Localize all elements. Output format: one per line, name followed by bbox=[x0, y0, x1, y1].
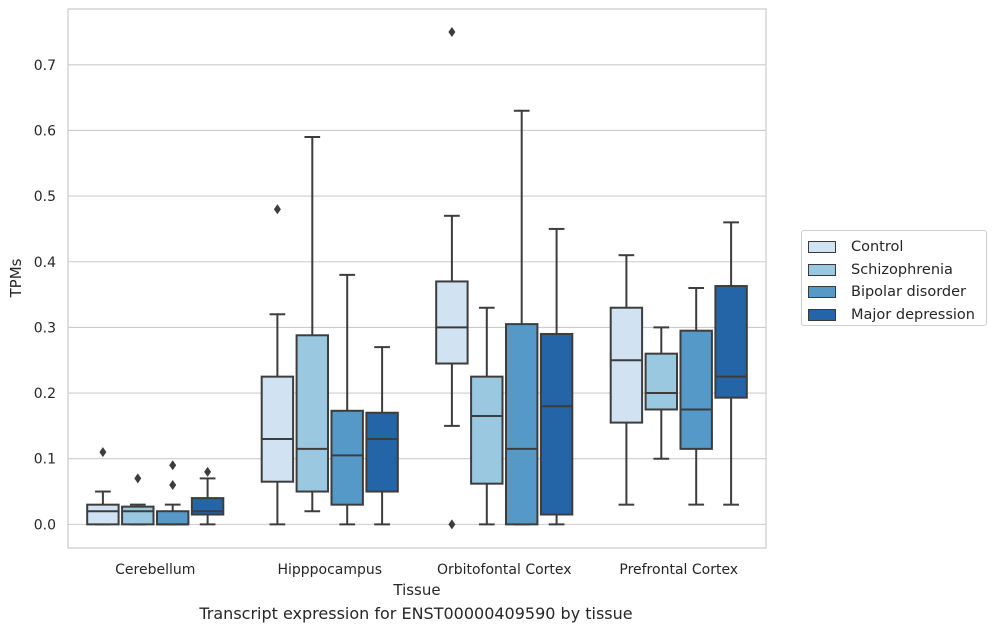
y-tick-labels: 0.0 0.1 0.2 0.3 0.4 0.5 0.6 0.7 bbox=[34, 58, 56, 534]
legend-swatch-schizophrenia bbox=[808, 263, 836, 276]
x-tick-label: Prefrontal Cortex bbox=[619, 562, 738, 578]
legend-label-schizophrenia: Schizophrenia bbox=[851, 261, 953, 278]
x-tick-label: Cerebellum bbox=[115, 562, 195, 578]
figure-caption: Transcript expression for ENST0000040959… bbox=[199, 604, 633, 623]
outlier-point bbox=[99, 447, 107, 458]
box bbox=[470, 375, 504, 485]
legend-item-bipolar-disorder: Bipolar disorder bbox=[808, 281, 986, 304]
y-tick-label: 0.7 bbox=[34, 58, 56, 74]
outlier-point bbox=[448, 26, 456, 37]
box bbox=[714, 285, 748, 399]
legend-item-major-depression: Major depression bbox=[808, 304, 986, 327]
outlier-point bbox=[204, 466, 212, 477]
legend-label-bipolar-disorder: Bipolar disorder bbox=[851, 284, 966, 301]
legend-label-major-depression: Major depression bbox=[851, 306, 975, 323]
box bbox=[121, 505, 155, 526]
legend-label-control: Control bbox=[851, 239, 904, 256]
x-tick-labels: Cerebellum Hipppocampus Orbitofontal Corte… bbox=[115, 562, 738, 578]
x-tick-label: Hipppocampus bbox=[277, 562, 382, 578]
outlier-point bbox=[273, 204, 281, 215]
y-tick-label: 0.6 bbox=[34, 123, 56, 139]
y-tick-label: 0.0 bbox=[34, 517, 56, 533]
y-tick-label: 0.4 bbox=[34, 255, 56, 271]
y-tick-label: 0.2 bbox=[34, 386, 56, 402]
box bbox=[86, 503, 120, 526]
legend-swatch-control bbox=[808, 241, 836, 254]
y-tick-label: 0.5 bbox=[34, 189, 56, 205]
box-series bbox=[86, 26, 748, 530]
legend-item-schizophrenia: Schizophrenia bbox=[808, 259, 986, 282]
x-tick-label: Orbitofontal Cortex bbox=[437, 562, 572, 578]
x-axis-title: Tissue bbox=[392, 581, 440, 599]
legend-swatch-bipolar-disorder bbox=[808, 286, 836, 299]
box bbox=[504, 323, 539, 526]
box bbox=[155, 510, 190, 526]
box bbox=[539, 332, 574, 516]
box bbox=[330, 409, 364, 506]
y-axis-title: TPMs bbox=[7, 258, 25, 298]
y-tick-label: 0.3 bbox=[34, 320, 56, 336]
box bbox=[679, 329, 713, 450]
box bbox=[260, 375, 295, 483]
outlier-point bbox=[134, 473, 142, 484]
legend: Control Schizophrenia Bipolar disorder M… bbox=[801, 230, 987, 326]
box bbox=[644, 352, 679, 411]
legend-item-control: Control bbox=[808, 236, 986, 259]
outlier-point bbox=[448, 519, 456, 530]
box bbox=[609, 306, 644, 424]
legend-swatch-major-depression bbox=[808, 308, 836, 321]
box bbox=[295, 334, 330, 493]
outlier-point bbox=[169, 479, 177, 490]
box bbox=[365, 411, 399, 493]
y-tick-label: 0.1 bbox=[34, 452, 56, 468]
outlier-point bbox=[169, 460, 177, 471]
box bbox=[435, 280, 469, 365]
